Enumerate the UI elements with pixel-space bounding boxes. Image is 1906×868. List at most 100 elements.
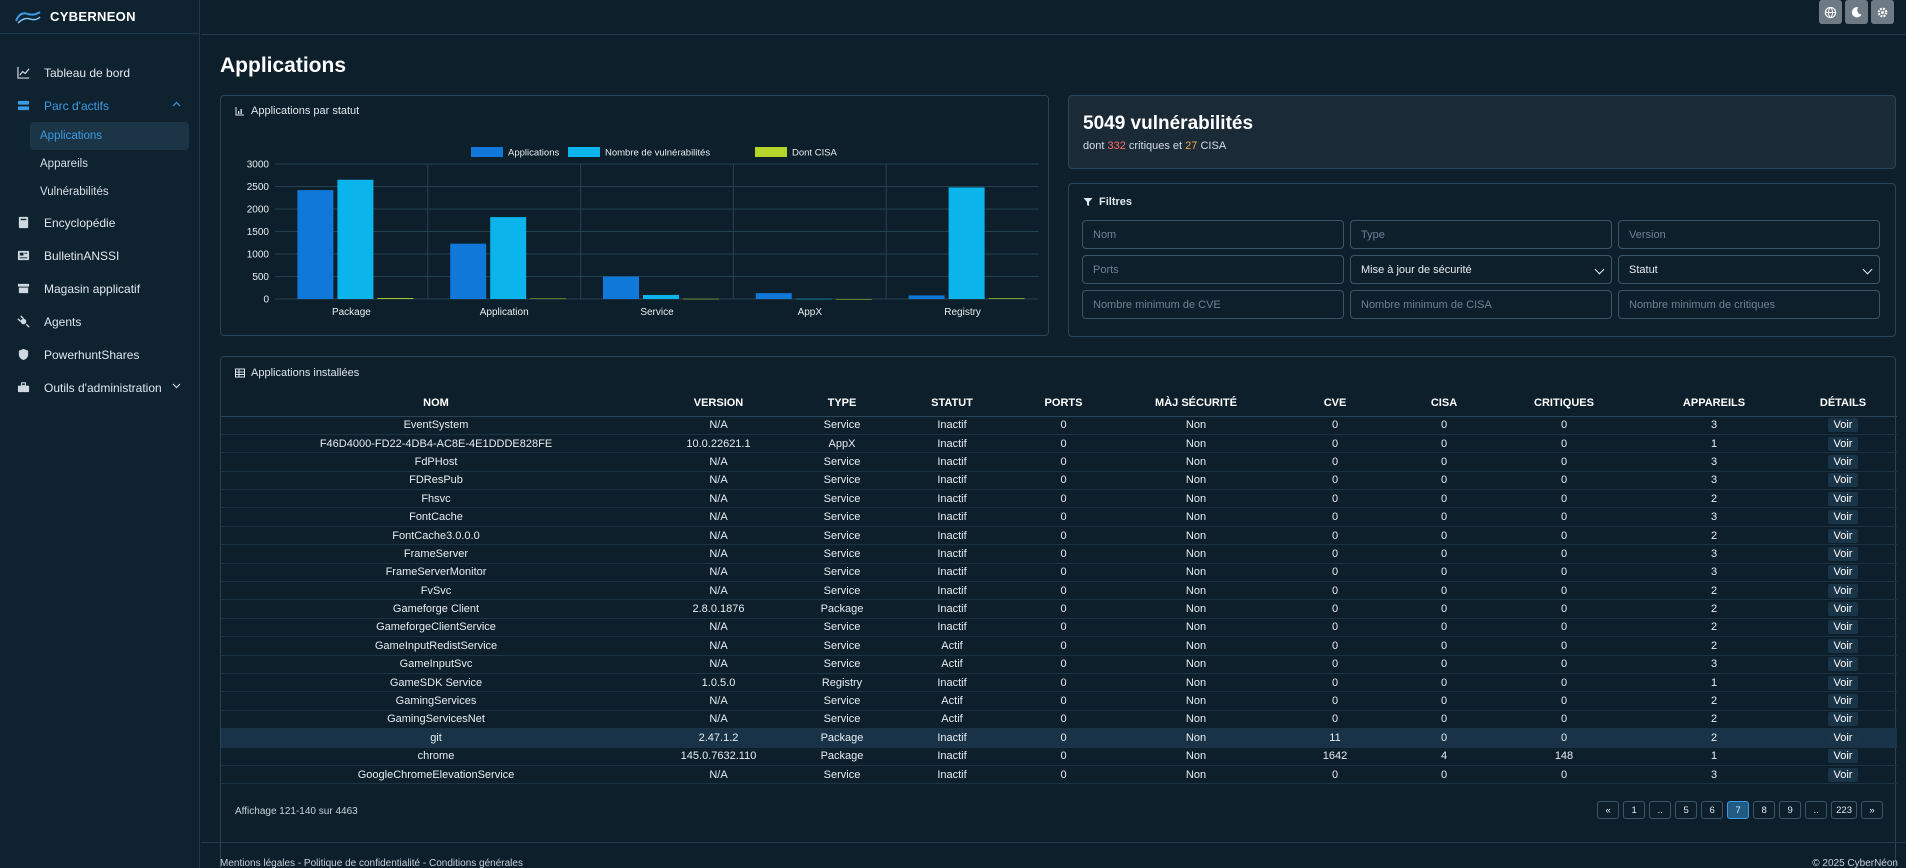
table-cell: Non: [1121, 563, 1271, 583]
bar-appx-1: [795, 298, 832, 300]
sidebar-item-magasin-applicatif[interactable]: Magasin applicatif: [0, 272, 199, 305]
sidebar-item-encyclopedie[interactable]: Encyclopédie: [0, 206, 199, 239]
sidebar-subitem-vulnerabilites[interactable]: Vulnérabilités: [40, 186, 109, 198]
table-cell: Voir: [1789, 765, 1897, 785]
column-header[interactable]: CRITIQUES: [1489, 390, 1639, 417]
table-cell: 0: [1006, 636, 1121, 656]
footer-links[interactable]: Mentions légales - Politique de confiden…: [220, 858, 523, 868]
voir-button[interactable]: Voir: [1827, 473, 1859, 488]
page-button[interactable]: 223: [1831, 801, 1857, 819]
bar-package-2: [377, 298, 414, 299]
brand[interactable]: CYBERNEON: [0, 0, 199, 34]
page-button[interactable]: ..: [1805, 801, 1828, 819]
column-header[interactable]: CISA: [1399, 390, 1489, 417]
chart-line-icon: [16, 66, 30, 80]
sidebar-item-outils-administration[interactable]: Outils d'administration: [0, 371, 199, 404]
table-cell: 0: [1489, 691, 1639, 711]
sidebar-item-label: Magasin applicatif: [44, 281, 141, 296]
voir-button[interactable]: Voir: [1827, 436, 1859, 451]
min-cve-input[interactable]: Nombre minimum de CVE: [1082, 290, 1344, 319]
theme-toggle-button[interactable]: [1845, 0, 1868, 24]
voir-button[interactable]: Voir: [1827, 767, 1859, 782]
table-cell: Non: [1121, 655, 1271, 674]
table-cell: GamingServices: [221, 691, 651, 711]
column-header[interactable]: PORTS: [1006, 390, 1121, 417]
table-cell: Inactif: [898, 728, 1006, 748]
y-tick-label: 500: [252, 272, 269, 283]
statut-select[interactable]: Statut: [1618, 255, 1880, 284]
settings-button[interactable]: [1871, 0, 1894, 24]
voir-button[interactable]: Voir: [1827, 620, 1859, 635]
page-button[interactable]: 7: [1727, 801, 1750, 819]
table-cell: 0: [1399, 618, 1489, 638]
filters-title: Filtres: [1099, 196, 1133, 208]
table-cell: Non: [1121, 507, 1271, 527]
voir-button[interactable]: Voir: [1827, 454, 1859, 469]
page-button[interactable]: «: [1597, 801, 1620, 819]
newspaper-icon: [16, 249, 30, 263]
table-cell: Actif: [898, 636, 1006, 656]
sidebar-subitem-appareils[interactable]: Appareils: [40, 158, 88, 170]
page-button[interactable]: 8: [1753, 801, 1776, 819]
table-cell: Non: [1121, 673, 1271, 693]
type-filter-input[interactable]: Type: [1350, 220, 1612, 249]
table-cell: FontCache3.0.0.0: [221, 526, 651, 546]
column-header[interactable]: TYPE: [786, 390, 898, 417]
voir-button[interactable]: Voir: [1827, 418, 1859, 433]
y-tick-label: 2000: [247, 205, 270, 216]
table-cell: N/A: [651, 655, 786, 674]
ports-filter-input[interactable]: Ports: [1082, 255, 1344, 284]
voir-button[interactable]: Voir: [1827, 565, 1859, 580]
column-header[interactable]: DÉTAILS: [1789, 390, 1897, 417]
voir-button[interactable]: Voir: [1827, 528, 1859, 543]
table-cell: Inactif: [898, 765, 1006, 785]
voir-button[interactable]: Voir: [1827, 583, 1859, 598]
sidebar-item-parc-actifs[interactable]: Parc d'actifs: [0, 89, 199, 122]
page-button[interactable]: 6: [1701, 801, 1724, 819]
voir-button[interactable]: Voir: [1827, 730, 1859, 745]
page-button[interactable]: 5: [1675, 801, 1698, 819]
column-header[interactable]: STATUT: [898, 390, 1006, 417]
column-header[interactable]: VERSION: [651, 390, 786, 417]
voir-button[interactable]: Voir: [1827, 602, 1859, 617]
table-cell: 11: [1271, 728, 1399, 748]
page-button[interactable]: ..: [1649, 801, 1672, 819]
voir-button[interactable]: Voir: [1827, 712, 1859, 727]
bar-package-1: [337, 179, 374, 299]
page-button[interactable]: 1: [1623, 801, 1646, 819]
sidebar-item-tableau-de-bord[interactable]: Tableau de bord: [0, 56, 199, 89]
page-button[interactable]: 9: [1779, 801, 1802, 819]
table-row: FrameServerMonitor N/A Service Inactif 0 Non 0…: [221, 563, 1897, 583]
globe-icon: [1824, 6, 1837, 18]
x-tick-label: Application: [480, 307, 529, 318]
voir-button[interactable]: Voir: [1827, 675, 1859, 690]
nom-filter-input[interactable]: Nom: [1082, 220, 1344, 249]
legend-label: Dont CISA: [792, 148, 838, 159]
min-cisa-input[interactable]: Nombre minimum de CISA: [1350, 290, 1612, 319]
table-row: GameInputRedistService N/A Service Actif 0 No…: [221, 636, 1897, 656]
voir-button[interactable]: Voir: [1827, 491, 1859, 506]
voir-button[interactable]: Voir: [1827, 694, 1859, 709]
column-header[interactable]: CVE: [1271, 390, 1399, 417]
voir-button[interactable]: Voir: [1827, 657, 1859, 672]
filter-icon: [1083, 198, 1093, 206]
voir-button[interactable]: Voir: [1827, 638, 1859, 653]
column-header[interactable]: NOM: [221, 390, 651, 417]
version-filter-input[interactable]: Version: [1618, 220, 1880, 249]
sidebar-item-agents[interactable]: Agents: [0, 305, 199, 338]
security-update-select[interactable]: Mise à jour de sécurité: [1350, 255, 1612, 284]
min-critiques-input[interactable]: Nombre minimum de critiques: [1618, 290, 1880, 319]
language-button[interactable]: [1819, 0, 1842, 24]
sidebar-subitem-applications[interactable]: Applications: [30, 122, 189, 150]
table-cell: GameforgeClientService: [221, 618, 651, 638]
voir-button[interactable]: Voir: [1827, 749, 1859, 764]
page-button[interactable]: »: [1861, 801, 1883, 819]
sidebar-item-powerhuntshares[interactable]: PowerhuntShares: [0, 338, 199, 371]
sidebar-item-bulletinanssi[interactable]: BulletinANSSI: [0, 239, 199, 272]
table-row: Gameforge Client 2.8.0.1876 Package Inactif…: [221, 599, 1897, 619]
column-header[interactable]: APPAREILS: [1639, 390, 1789, 417]
column-header[interactable]: MÀJ SÉCURITÉ: [1121, 390, 1271, 417]
voir-button[interactable]: Voir: [1827, 510, 1859, 525]
table-row: FdPHost N/A Service Inactif 0 Non 0 0 0 3 Voir: [221, 452, 1897, 472]
voir-button[interactable]: Voir: [1827, 546, 1859, 561]
